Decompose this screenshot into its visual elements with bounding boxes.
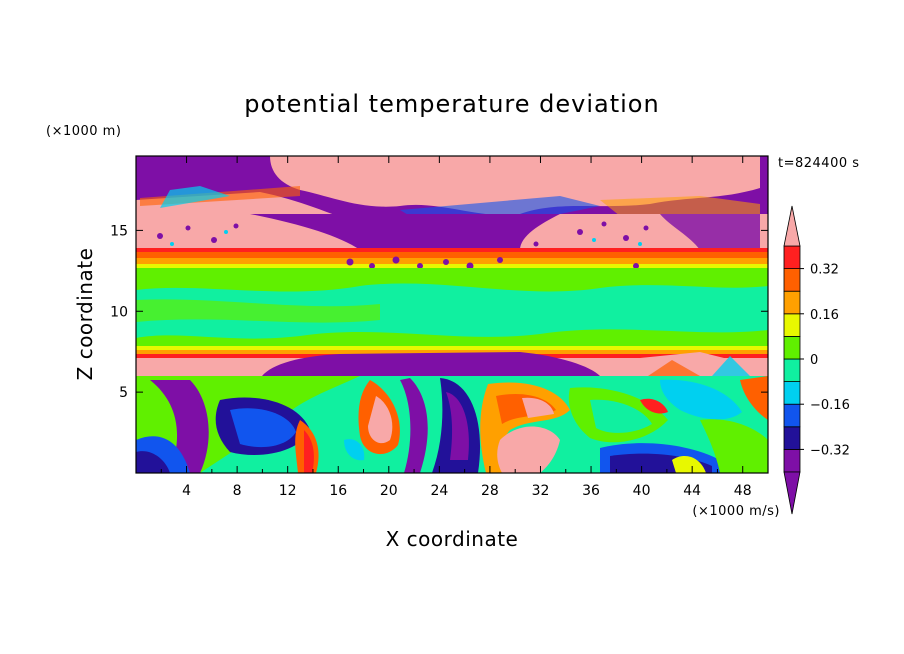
colorbar-swatch xyxy=(783,448,801,473)
colorbar-swatch xyxy=(783,290,801,315)
colorbar-tick-label: 0.16 xyxy=(810,308,839,323)
x-tick-label: 24 xyxy=(430,483,448,499)
x-tick-label: 40 xyxy=(633,483,651,499)
colorbar-swatch xyxy=(783,381,801,405)
x-axis-label: X coordinate xyxy=(386,527,519,551)
colorbar-swatch xyxy=(783,313,801,337)
y-axis-label: Z coordinate xyxy=(73,248,97,381)
y-tick-label: 10 xyxy=(110,304,128,320)
y-unit-label: (×1000 m) xyxy=(46,124,121,139)
colorbar: 0.32 0.16 0 −0.16 −0.32 xyxy=(783,205,850,515)
colorbar-swatch xyxy=(783,358,801,383)
colorbar-swatch xyxy=(783,245,801,270)
heatmap-field xyxy=(136,156,768,473)
colorbar-tick-label: −0.32 xyxy=(810,443,850,458)
x-axis-ticks: 4 8 12 16 20 24 28 32 36 40 44 48 xyxy=(160,156,752,499)
y-axis-ticks: 5 10 15 xyxy=(110,223,768,401)
x-tick-label: 48 xyxy=(734,483,752,499)
colorbar-tick-label: 0.32 xyxy=(810,263,839,278)
x-tick-label: 12 xyxy=(279,483,297,499)
colorbar-extend-min xyxy=(783,471,801,515)
x-tick-label: 44 xyxy=(683,483,701,499)
time-label: t=824400 s xyxy=(778,156,860,171)
colorbar-swatch xyxy=(783,335,801,360)
x-tick-label: 4 xyxy=(182,483,191,499)
x-unit-label: (×1000 m/s) xyxy=(692,504,780,519)
colorbar-tick-label: −0.16 xyxy=(810,398,850,413)
colorbar-swatch xyxy=(783,268,801,292)
chart-title: potential temperature deviation xyxy=(244,90,659,118)
x-tick-label: 8 xyxy=(233,483,242,499)
colorbar-swatch xyxy=(783,403,801,428)
x-tick-label: 20 xyxy=(380,483,398,499)
colorbar-swatch xyxy=(783,426,801,450)
colorbar-extend-max xyxy=(783,205,801,247)
plot-frame xyxy=(135,155,769,474)
x-tick-label: 28 xyxy=(481,483,499,499)
x-tick-label: 32 xyxy=(532,483,550,499)
x-tick-label: 16 xyxy=(329,483,347,499)
x-tick-label: 36 xyxy=(582,483,600,499)
y-tick-label: 15 xyxy=(110,223,128,239)
colorbar-tick-label: 0 xyxy=(810,353,818,368)
y-tick-label: 5 xyxy=(119,385,128,401)
